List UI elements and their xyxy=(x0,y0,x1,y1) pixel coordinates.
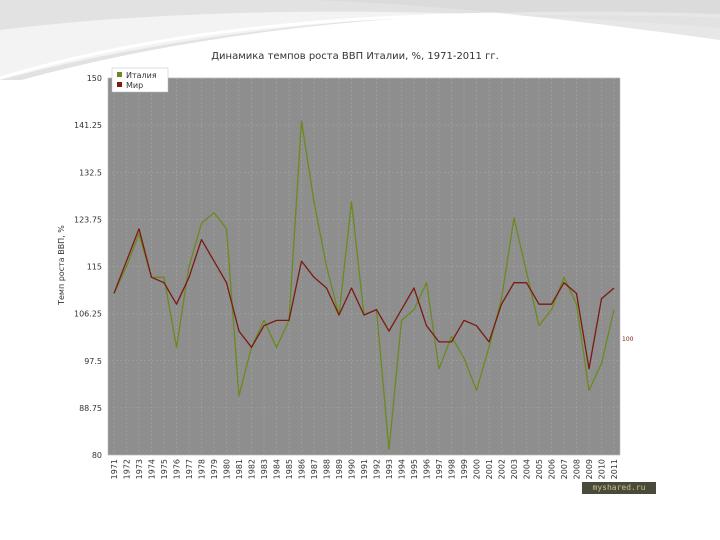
series-line-1 xyxy=(113,228,615,370)
x-tick-label: 2006 xyxy=(548,459,557,479)
x-tick-label: 1989 xyxy=(335,459,344,479)
x-tick-label: 1990 xyxy=(348,459,357,479)
x-tick-label: 1996 xyxy=(423,459,432,479)
x-tick-label: 2011 xyxy=(610,459,619,479)
x-tick-label: 1995 xyxy=(410,459,419,479)
x-tick-label: 1985 xyxy=(285,459,294,479)
y-axis-ticks: 80 88.75 97.5 106.25 115 123.75 132.5 141.25 150 xyxy=(74,74,102,460)
x-tick-label: 1979 xyxy=(210,459,219,479)
y-tick-label: 88.75 xyxy=(79,404,102,413)
chart-title: Динамика темпов роста ВВП Италии, %, 197… xyxy=(211,51,499,62)
legend: Италия Мир xyxy=(111,67,169,93)
watermark: myshared.ru xyxy=(582,482,656,494)
slide-header-swoosh xyxy=(0,0,720,80)
y-tick-label: 141.25 xyxy=(74,121,102,130)
x-axis-ticks: 1971 1972 1973 1974 1975 1976 1977 1978 1979 1980… xyxy=(110,459,619,479)
x-tick-label: 1978 xyxy=(198,459,207,479)
x-tick-label: 1987 xyxy=(310,459,319,479)
x-tick-label: 2010 xyxy=(598,459,607,479)
y-axis-label: Темп роста ВВП, % xyxy=(57,225,66,306)
x-tick-label: 2008 xyxy=(573,459,582,479)
x-tick-label: 2001 xyxy=(485,459,494,479)
x-tick-label: 1988 xyxy=(323,459,332,479)
y-tick-label: 150 xyxy=(87,74,102,83)
legend-label-italy: Италия xyxy=(126,71,157,80)
x-tick-label: 1992 xyxy=(373,459,382,479)
y-tick-label: 123.75 xyxy=(74,215,102,224)
y-tick-label: 80 xyxy=(92,451,102,460)
x-tick-label: 1971 xyxy=(110,459,119,479)
x-tick-label: 1997 xyxy=(435,459,444,479)
x-tick-label: 1994 xyxy=(398,459,407,479)
x-tick-label: 1999 xyxy=(460,459,469,479)
x-tick-label: 2005 xyxy=(535,459,544,479)
x-tick-label: 1973 xyxy=(135,459,144,479)
x-tick-label: 2002 xyxy=(498,459,507,479)
x-tick-label: 1982 xyxy=(248,459,257,479)
y-tick-label: 97.5 xyxy=(84,357,102,366)
y-tick-label: 106.25 xyxy=(74,310,102,319)
x-tick-label: 1972 xyxy=(123,459,132,479)
legend-label-world: Мир xyxy=(126,81,143,90)
x-tick-label: 2004 xyxy=(523,459,532,479)
grid-lines xyxy=(107,77,621,456)
legend-swatch-italy xyxy=(117,72,122,77)
reference-value-label: 100 xyxy=(622,336,634,343)
x-tick-label: 1991 xyxy=(360,459,369,479)
x-tick-label: 1976 xyxy=(173,459,182,479)
x-tick-label: 2009 xyxy=(585,459,594,479)
x-tick-label: 1993 xyxy=(385,459,394,479)
x-tick-label: 2007 xyxy=(560,459,569,479)
x-tick-label: 1977 xyxy=(185,459,194,479)
y-tick-label: 115 xyxy=(87,263,102,272)
x-tick-label: 1975 xyxy=(160,459,169,479)
plot-frame xyxy=(107,77,621,456)
x-tick-label: 2003 xyxy=(510,459,519,479)
x-tick-label: 2000 xyxy=(473,459,482,479)
x-tick-label: 1998 xyxy=(448,459,457,479)
x-tick-label: 1981 xyxy=(235,459,244,479)
y-tick-label: 132.5 xyxy=(79,168,102,177)
x-tick-label: 1980 xyxy=(223,459,232,479)
x-tick-label: 1974 xyxy=(148,459,157,479)
x-tick-label: 1986 xyxy=(298,459,307,479)
legend-swatch-world xyxy=(117,82,122,87)
x-tick-label: 1983 xyxy=(260,459,269,479)
series-lines xyxy=(113,120,615,451)
x-tick-label: 1984 xyxy=(273,459,282,479)
